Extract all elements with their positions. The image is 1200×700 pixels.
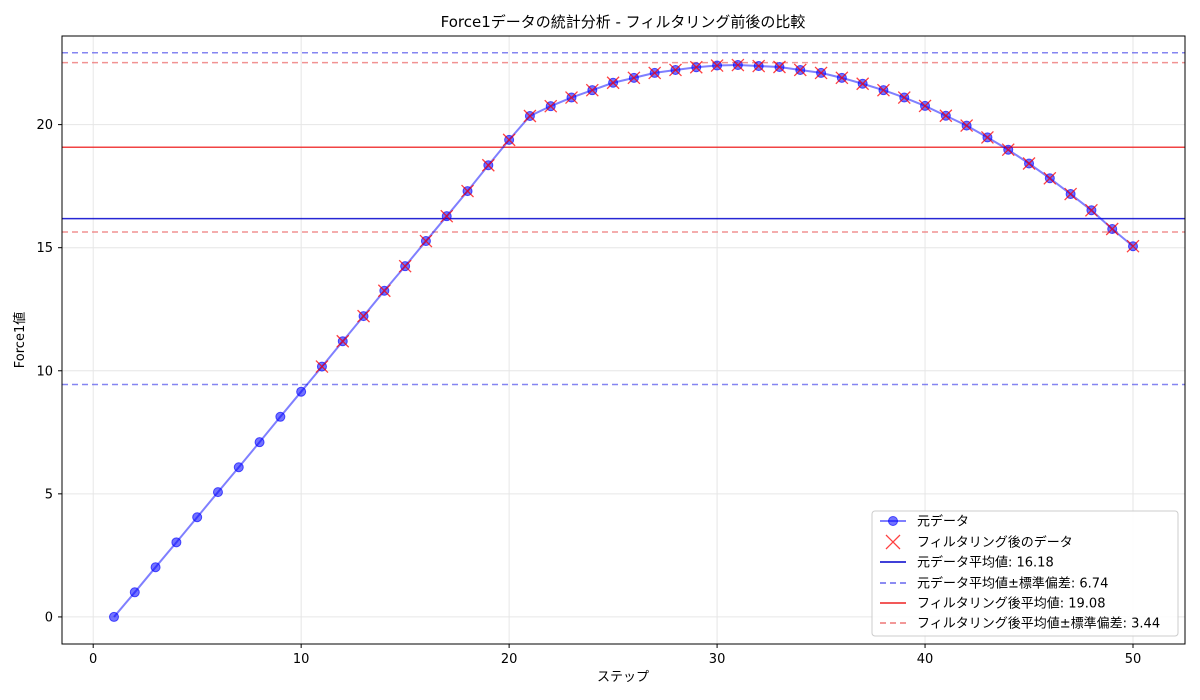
filtered-data-point [1084, 203, 1098, 217]
filtered-data-point [793, 63, 807, 77]
legend-marker-filtered [885, 534, 901, 550]
filtered-data-point [897, 91, 911, 104]
filtered-data-point [419, 234, 433, 248]
filtered-data-point [606, 76, 620, 90]
original-data-point [171, 537, 182, 548]
filtered-data-point [814, 66, 828, 80]
chart-title: Force1データの統計分析 - フィルタリング前後の比較 [441, 13, 806, 31]
filtered-data-point [440, 209, 454, 223]
filtered-data-point [502, 133, 516, 147]
filtered-data-point [461, 184, 474, 198]
legend-label: 元データ [917, 514, 969, 530]
y-axis-label: Force1値 [12, 312, 28, 368]
x-tick-label: 20 [501, 652, 518, 667]
filtered-data-point [398, 259, 412, 273]
filtered-data-point [336, 334, 350, 348]
filtered-data-point [357, 309, 371, 323]
original-data-point [212, 487, 223, 498]
legend-label: 元データ平均値: 16.18 [917, 555, 1054, 571]
x-tick-label: 10 [293, 652, 310, 667]
legend-box [871, 510, 1179, 637]
y-tick-label: 20 [36, 118, 53, 133]
filtered-data-point [481, 158, 495, 172]
filtered-data-point [939, 109, 953, 123]
filtered-data-point [544, 99, 558, 113]
filtered-data-point [835, 71, 849, 85]
filtered-data-point [377, 284, 391, 298]
x-tick-label: 40 [917, 652, 934, 667]
original-data-point [108, 611, 119, 622]
filtered-data-point [585, 83, 599, 97]
filtered-data-point [773, 60, 786, 74]
legend-label: フィルタリング後のデータ [917, 535, 1073, 551]
filtered-data-point [1001, 143, 1015, 157]
filtered-data-point [689, 60, 703, 74]
original-data-point [296, 386, 307, 397]
y-tick-label: 10 [36, 364, 53, 379]
filtered-data-point [876, 83, 890, 97]
filtered-data-point [315, 360, 329, 374]
legend-marker-original [888, 516, 898, 526]
legend-label: 元データ平均値±標準偏差: 6.74 [917, 576, 1108, 592]
plot-frame [61, 35, 1186, 645]
filtered-data-point [1064, 187, 1078, 201]
reference-lines [62, 51, 1185, 386]
x-tick-label: 0 [89, 652, 97, 667]
filtered-data-point [565, 91, 578, 104]
filtered-data-point [710, 59, 724, 72]
x-tick-label: 50 [1125, 652, 1142, 667]
y-tick-label: 15 [36, 241, 53, 256]
series [108, 58, 1140, 622]
legend-label: フィルタリング後平均値±標準偏差: 3.44 [917, 616, 1160, 632]
ticks: 0 10 20 30 40 50 0 5 10 15 20 [36, 118, 1141, 667]
legend-label: フィルタリング後平均値: 19.08 [917, 596, 1105, 612]
filtered-data-point [648, 66, 662, 80]
x-axis-label: ステップ [597, 670, 649, 685]
filtered-data-point [856, 77, 870, 91]
filtered-data-point [980, 130, 994, 144]
y-tick-label: 0 [45, 610, 53, 625]
x-tick-label: 30 [709, 652, 726, 667]
filtered-data-point [1105, 222, 1119, 236]
filtered-data-point [1043, 171, 1057, 185]
filtered-data-point [960, 119, 974, 133]
y-tick-label: 5 [45, 487, 53, 502]
original-data-point [150, 562, 161, 573]
filtered-data-point [523, 109, 537, 123]
original-data-point [254, 437, 265, 448]
filtered-data-point [752, 59, 766, 73]
filtered-data-point [627, 71, 641, 85]
filtered-data-point [1126, 239, 1140, 253]
original-data-point [192, 512, 203, 523]
original-data-point [275, 411, 286, 422]
original-data-point [129, 587, 140, 598]
original-data-point [233, 462, 244, 473]
filtered-data-point [731, 58, 745, 72]
filtered-data-point [1022, 157, 1036, 170]
filtered-data-point [918, 99, 932, 113]
filtered-data-point [669, 63, 682, 77]
